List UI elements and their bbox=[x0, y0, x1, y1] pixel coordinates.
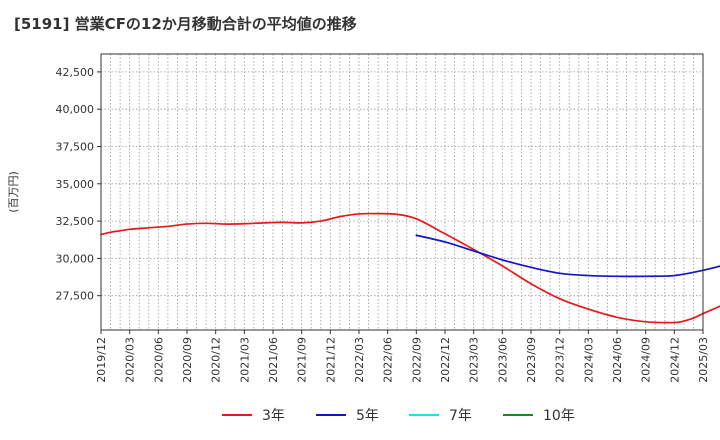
legend: 3年 5年 7年 10年 bbox=[222, 408, 575, 424]
y-tick-label: 27,500 bbox=[56, 290, 95, 303]
x-tick-label: 2020/12 bbox=[210, 337, 223, 383]
x-axis-ticks: 2019/12 2020/03 2020/06 2020/09 2020/12 2021/… bbox=[95, 330, 710, 383]
chart-title: [5191] 営業CFの12か月移動合計の平均値の推移 bbox=[14, 15, 357, 33]
legend-label: 3年 bbox=[262, 408, 285, 424]
series-line-3年 bbox=[100, 212, 720, 324]
y-tick-label: 35,000 bbox=[56, 178, 95, 191]
legend-label: 10年 bbox=[543, 408, 575, 424]
x-tick-label: 2022/12 bbox=[439, 337, 452, 383]
x-tick-label: 2021/03 bbox=[238, 337, 251, 383]
y-tick-label: 32,500 bbox=[56, 215, 95, 228]
x-tick-label: 2024/09 bbox=[640, 337, 653, 383]
x-tick-label: 2021/12 bbox=[324, 337, 337, 383]
x-tick-label: 2019/12 bbox=[95, 337, 108, 383]
x-tick-label: 2023/03 bbox=[468, 337, 481, 383]
y-axis-ticks: 27,500 30,000 32,500 35,000 37,500 40,000 42,5… bbox=[56, 66, 101, 303]
y-tick-label: 40,000 bbox=[56, 103, 95, 116]
x-tick-label: 2023/12 bbox=[554, 337, 567, 383]
series-lines bbox=[100, 212, 720, 324]
y-tick-label: 30,000 bbox=[56, 252, 95, 265]
x-tick-label: 2024/12 bbox=[668, 337, 681, 383]
x-tick-label: 2022/03 bbox=[353, 337, 366, 383]
x-tick-label: 2023/06 bbox=[496, 337, 509, 383]
x-tick-label: 2020/06 bbox=[152, 337, 165, 383]
legend-label: 5年 bbox=[356, 408, 379, 424]
x-tick-label: 2024/06 bbox=[611, 337, 624, 383]
x-tick-label: 2023/09 bbox=[525, 337, 538, 383]
x-tick-label: 2021/06 bbox=[267, 337, 280, 383]
x-tick-label: 2025/03 bbox=[697, 337, 710, 383]
x-tick-label: 2022/06 bbox=[382, 337, 395, 383]
series-line-5年 bbox=[415, 234, 720, 278]
x-tick-label: 2022/09 bbox=[410, 337, 423, 383]
y-axis-label: (百万円) bbox=[7, 171, 20, 213]
plot-frame bbox=[100, 53, 704, 331]
y-tick-label: 42,500 bbox=[56, 66, 95, 79]
x-tick-label: 2024/03 bbox=[582, 337, 595, 383]
x-tick-label: 2020/03 bbox=[124, 337, 137, 383]
x-tick-label: 2021/09 bbox=[296, 337, 309, 383]
y-tick-label: 37,500 bbox=[56, 140, 95, 153]
legend-label: 7年 bbox=[449, 408, 472, 424]
x-tick-label: 2020/09 bbox=[181, 337, 194, 383]
grid-lines bbox=[100, 54, 704, 330]
